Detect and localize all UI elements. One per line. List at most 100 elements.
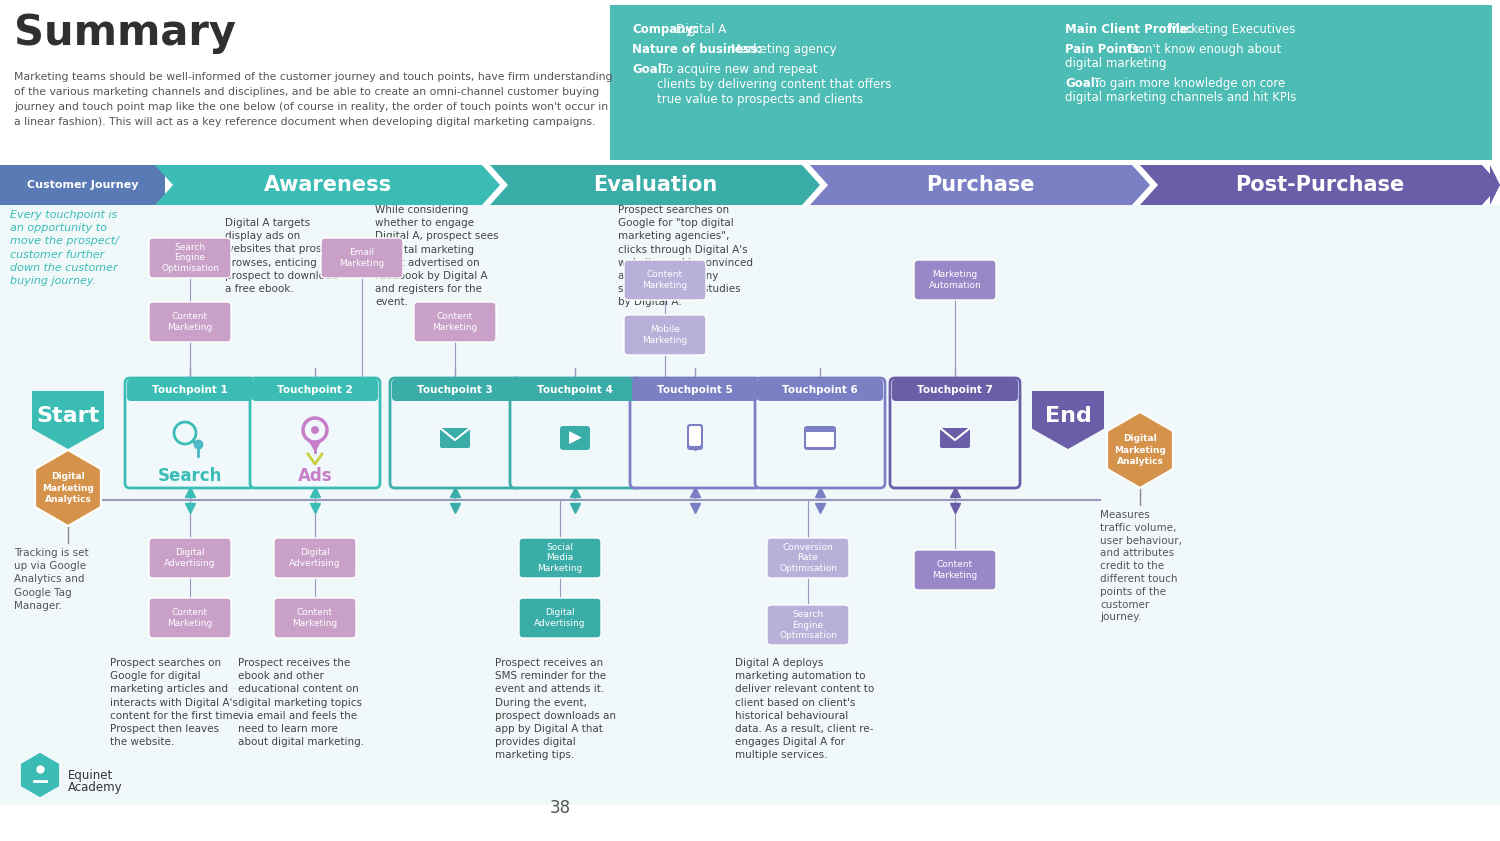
Polygon shape	[21, 753, 58, 797]
FancyBboxPatch shape	[390, 378, 520, 488]
FancyBboxPatch shape	[688, 426, 700, 446]
Text: Search: Search	[158, 467, 222, 485]
Text: Goal:: Goal:	[632, 63, 666, 76]
Text: Conversion
Rate
Optimisation: Conversion Rate Optimisation	[778, 543, 837, 573]
Text: Marketing teams should be well-informed of the customer journey and touch points: Marketing teams should be well-informed …	[13, 72, 612, 82]
FancyBboxPatch shape	[914, 260, 996, 300]
Text: Academy: Academy	[68, 781, 123, 794]
Text: Marketing agency: Marketing agency	[728, 43, 837, 56]
FancyBboxPatch shape	[124, 378, 255, 488]
FancyBboxPatch shape	[321, 238, 404, 278]
Text: Prospect receives an
SMS reminder for the
event and attends it.
During the event: Prospect receives an SMS reminder for th…	[495, 658, 616, 760]
Text: Mobile
Marketing: Mobile Marketing	[642, 325, 687, 345]
Polygon shape	[154, 165, 500, 205]
Text: To gain more knowledge on core: To gain more knowledge on core	[1090, 77, 1286, 90]
Bar	[0, 165, 165, 205]
Text: End: End	[1044, 406, 1092, 426]
FancyBboxPatch shape	[766, 605, 849, 645]
Text: Social
Media
Marketing: Social Media Marketing	[537, 543, 582, 573]
Polygon shape	[32, 391, 104, 449]
Text: Email
Marketing: Email Marketing	[339, 248, 384, 267]
FancyBboxPatch shape	[630, 378, 760, 488]
Text: Don't know enough about: Don't know enough about	[1125, 43, 1281, 56]
FancyBboxPatch shape	[148, 538, 231, 578]
FancyBboxPatch shape	[892, 379, 1019, 401]
Circle shape	[310, 426, 320, 434]
Text: Digital A targets
display ads on
websites that prospect
browses, enticing
prospe: Digital A targets display ads on website…	[225, 218, 344, 294]
FancyBboxPatch shape	[512, 379, 638, 401]
Text: Content
Marketing: Content Marketing	[933, 560, 978, 579]
Text: Content
Marketing: Content Marketing	[292, 608, 338, 627]
FancyBboxPatch shape	[804, 426, 836, 450]
FancyBboxPatch shape	[128, 379, 254, 401]
Text: Touchpoint 5: Touchpoint 5	[657, 385, 734, 395]
FancyBboxPatch shape	[252, 379, 378, 401]
Text: Touchpoint 3: Touchpoint 3	[417, 385, 494, 395]
FancyBboxPatch shape	[754, 378, 885, 488]
FancyBboxPatch shape	[251, 378, 380, 488]
FancyBboxPatch shape	[519, 598, 602, 638]
Text: Customer Journey: Customer Journey	[27, 180, 138, 190]
FancyBboxPatch shape	[940, 428, 970, 448]
FancyBboxPatch shape	[274, 538, 356, 578]
FancyBboxPatch shape	[914, 550, 996, 590]
Polygon shape	[1107, 412, 1173, 488]
Text: Digital A deploys
marketing automation to
deliver relevant content to
client bas: Digital A deploys marketing automation t…	[735, 658, 874, 760]
Text: a linear fashion). This will act as a key reference document when developing dig: a linear fashion). This will act as a ke…	[13, 117, 596, 127]
Text: Search
Engine
Optimisation: Search Engine Optimisation	[778, 610, 837, 640]
FancyBboxPatch shape	[148, 238, 231, 278]
Text: Digital
Advertising: Digital Advertising	[534, 608, 585, 627]
Polygon shape	[34, 450, 100, 526]
Text: Digital
Advertising: Digital Advertising	[165, 548, 216, 568]
Text: of the various marketing channels and disciplines, and be able to create an omni: of the various marketing channels and di…	[13, 87, 598, 97]
Text: Digital
Advertising: Digital Advertising	[290, 548, 340, 568]
Polygon shape	[1490, 165, 1500, 205]
Text: Digital
Marketing
Analytics: Digital Marketing Analytics	[42, 473, 94, 504]
FancyBboxPatch shape	[632, 379, 758, 401]
Text: Touchpoint 2: Touchpoint 2	[278, 385, 352, 395]
Text: journey and touch point map like the one below (of course in reality, the order : journey and touch point map like the one…	[13, 102, 608, 112]
Text: digital marketing: digital marketing	[1065, 57, 1167, 70]
Text: Touchpoint 7: Touchpoint 7	[916, 385, 993, 395]
Text: digital marketing channels and hit KPIs: digital marketing channels and hit KPIs	[1065, 91, 1296, 104]
Text: Goal:: Goal:	[1065, 77, 1100, 90]
FancyBboxPatch shape	[890, 378, 1020, 488]
Text: Every touchpoint is
an opportunity to
move the prospect/
customer further
down t: Every touchpoint is an opportunity to mo…	[10, 210, 118, 286]
Text: Post-Purchase: Post-Purchase	[1236, 175, 1404, 195]
Text: To acquire new and repeat
clients by delivering content that offers
true value t: To acquire new and repeat clients by del…	[657, 63, 891, 106]
Text: Company:: Company:	[632, 23, 698, 36]
FancyBboxPatch shape	[687, 424, 703, 450]
Text: 38: 38	[549, 799, 570, 817]
Text: ▶: ▶	[568, 429, 582, 447]
Text: Prospect searches on
Google for digital
marketing articles and
interacts with Di: Prospect searches on Google for digital …	[110, 658, 243, 747]
FancyBboxPatch shape	[148, 302, 231, 342]
FancyBboxPatch shape	[392, 379, 518, 401]
Text: Prospect receives the
ebook and other
educational content on
digital marketing t: Prospect receives the ebook and other ed…	[238, 658, 364, 747]
FancyBboxPatch shape	[766, 538, 849, 578]
Bar	[806, 431, 834, 447]
Text: Prospect searches on
Google for "top digital
marketing agencies",
clicks through: Prospect searches on Google for "top dig…	[618, 205, 753, 308]
Polygon shape	[490, 165, 820, 205]
Text: Marketing Executives: Marketing Executives	[1166, 23, 1296, 36]
Text: Equinet: Equinet	[68, 769, 114, 782]
Text: Touchpoint 4: Touchpoint 4	[537, 385, 614, 395]
FancyBboxPatch shape	[414, 302, 497, 342]
Text: Content
Marketing: Content Marketing	[642, 270, 687, 289]
Polygon shape	[810, 165, 1150, 205]
FancyBboxPatch shape	[519, 538, 602, 578]
FancyBboxPatch shape	[274, 598, 356, 638]
Text: Digital A: Digital A	[672, 23, 726, 36]
FancyBboxPatch shape	[758, 379, 884, 401]
Text: Start: Start	[36, 406, 99, 426]
FancyBboxPatch shape	[148, 598, 231, 638]
Text: Touchpoint 1: Touchpoint 1	[152, 385, 228, 395]
Polygon shape	[1032, 391, 1104, 449]
Text: Nature of business:: Nature of business:	[632, 43, 762, 56]
Text: Content
Marketing: Content Marketing	[432, 312, 477, 331]
Text: Ads: Ads	[297, 467, 333, 485]
Text: Search
Engine
Optimisation: Search Engine Optimisation	[160, 243, 219, 272]
Text: Marketing
Automation: Marketing Automation	[928, 270, 981, 289]
FancyBboxPatch shape	[510, 378, 640, 488]
Text: Content
Marketing: Content Marketing	[168, 312, 213, 331]
Text: Evaluation: Evaluation	[592, 175, 717, 195]
